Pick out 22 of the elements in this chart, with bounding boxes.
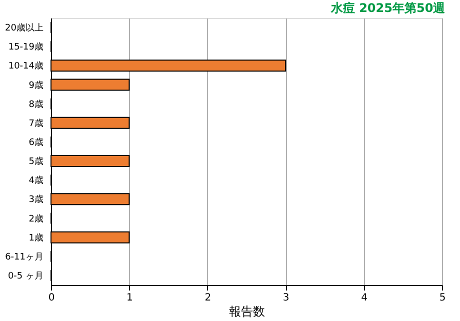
y-tick-label: 9歳 (28, 80, 44, 91)
x-tick-label: 2 (204, 292, 212, 304)
y-tick-label: 20歳以上 (5, 22, 44, 34)
y-tick-label: 15-19歳 (8, 42, 44, 53)
y-tick-label: 0-5 ヶ月 (8, 271, 44, 282)
x-tick-label: 1 (126, 292, 133, 304)
y-tick-label: 4歳 (28, 175, 44, 186)
x-tick-label: 0 (48, 292, 55, 304)
x-axis-title: 報告数 (229, 304, 265, 318)
x-tick-label: 4 (361, 292, 368, 304)
y-tick-label: 10-14歳 (8, 60, 44, 72)
x-tick-label: 5 (439, 292, 446, 304)
y-tick-label: 2歳 (28, 213, 44, 224)
y-tick-label: 8歳 (28, 98, 44, 110)
y-tick-label: 6-11ヶ月 (5, 252, 44, 262)
y-tick-label: 1歳 (28, 232, 44, 244)
y-tick-label: 5歳 (28, 156, 44, 168)
y-tick-label: 3歳 (28, 194, 44, 206)
y-tick-label: 7歳 (28, 118, 44, 129)
x-tick-label: 3 (282, 292, 290, 304)
y-tick-label: 6歳 (28, 136, 44, 148)
chart-title: 水痘 2025年第50週 (330, 1, 446, 15)
